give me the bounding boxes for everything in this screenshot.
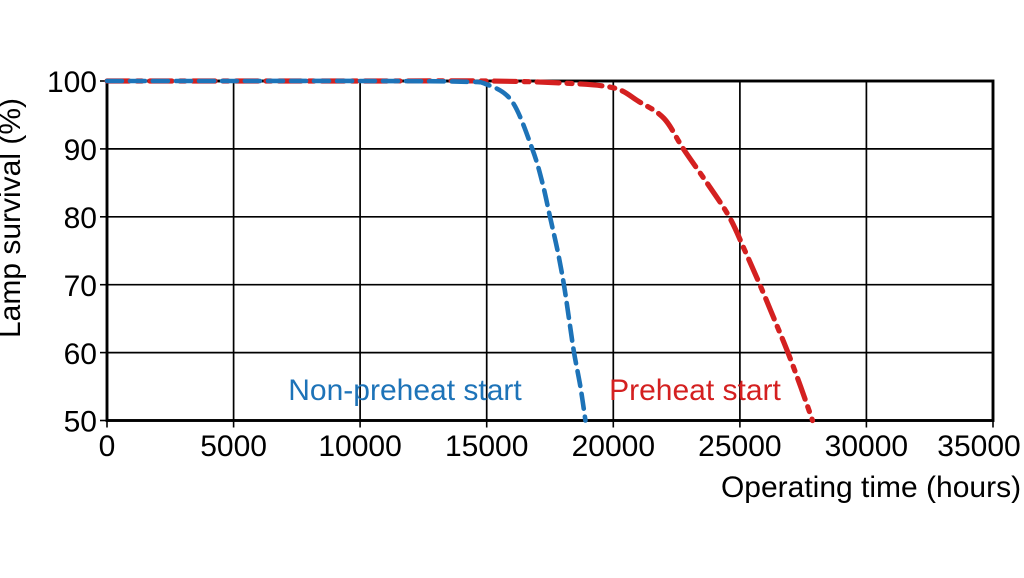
svg-text:100: 100 [47, 66, 97, 99]
svg-text:15000: 15000 [445, 430, 528, 463]
svg-text:50: 50 [64, 406, 97, 439]
svg-text:30000: 30000 [825, 430, 908, 463]
svg-text:80: 80 [64, 202, 97, 235]
svg-text:Operating time (hours): Operating time (hours) [721, 471, 1021, 504]
svg-text:10000: 10000 [318, 430, 401, 463]
svg-text:Non-preheat start: Non-preheat start [288, 374, 522, 407]
svg-text:0: 0 [99, 430, 116, 463]
svg-text:60: 60 [64, 338, 97, 371]
svg-text:Lamp survival (%): Lamp survival (%) [0, 98, 27, 338]
svg-text:90: 90 [64, 134, 97, 167]
svg-text:25000: 25000 [698, 430, 781, 463]
svg-text:70: 70 [64, 270, 97, 303]
svg-text:Preheat start: Preheat start [609, 374, 781, 407]
svg-text:35000: 35000 [937, 430, 1020, 463]
svg-text:5000: 5000 [200, 430, 267, 463]
svg-text:20000: 20000 [572, 430, 655, 463]
